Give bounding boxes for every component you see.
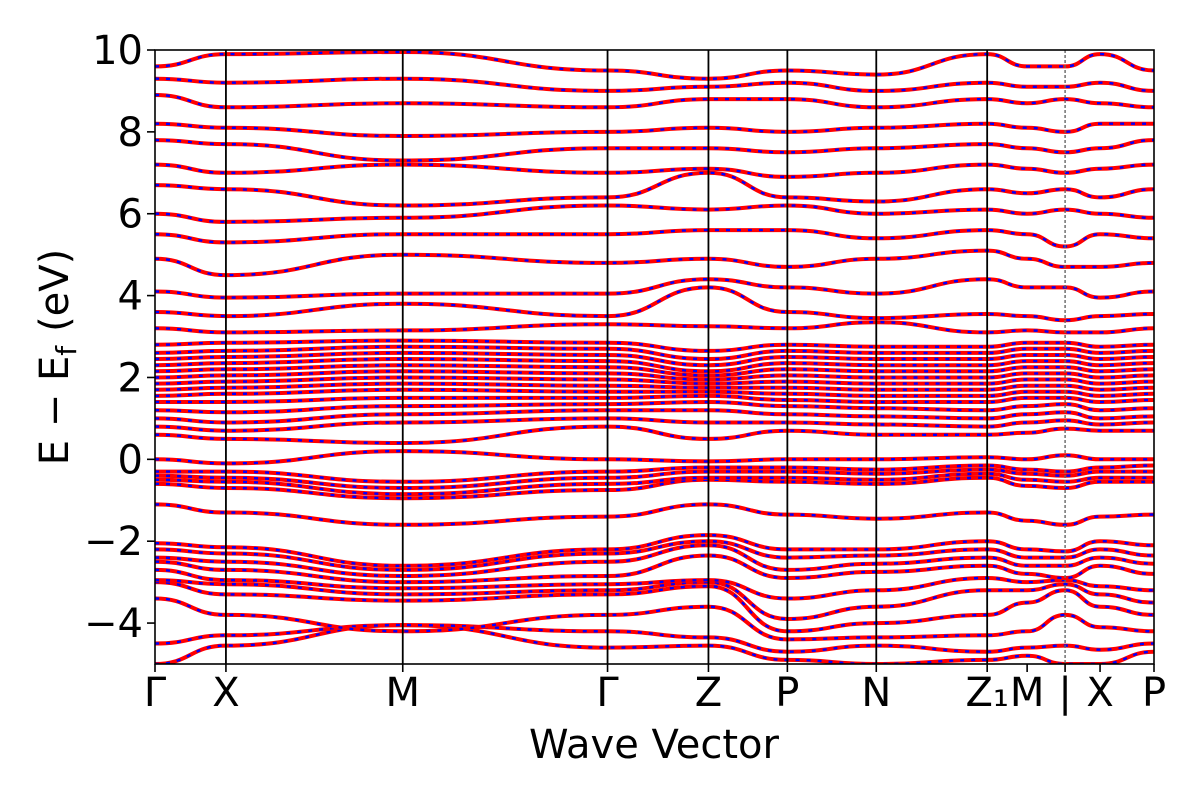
band-line-dashed-42 <box>155 50 1154 80</box>
y-tick-label-3: 4 <box>118 274 143 320</box>
y-tick-label-0: 10 <box>92 28 143 74</box>
band-line-dashed-30 <box>155 320 1154 334</box>
band-line-dashed-16 <box>155 425 1154 445</box>
band-line-dashed-18 <box>155 408 1154 424</box>
y-tick-label-5: 0 <box>118 437 143 483</box>
band-line-dashed-41 <box>155 77 1154 93</box>
x-tick-label-10: X <box>1086 670 1113 716</box>
band-line-dashed-14 <box>155 464 1154 484</box>
band-line-dashed-7 <box>155 544 1154 578</box>
band-line-dashed-27 <box>155 351 1154 367</box>
band-line-dashed-23 <box>155 376 1154 385</box>
band-line-dashed-5 <box>155 568 1154 600</box>
x-tick-label-3: Γ <box>596 670 619 716</box>
band-line-dashed-8 <box>155 539 1154 572</box>
high-symmetry-lines <box>225 50 1066 664</box>
y-axis-title-unit: (eV) <box>32 249 78 332</box>
x-axis-title: Wave Vector <box>529 722 780 768</box>
y-axis-title: E − Ef (eV) <box>32 249 83 466</box>
band-line-dashed-19 <box>155 400 1154 414</box>
x-tick-label-2: M <box>385 670 420 716</box>
x-tick-label-5: P <box>775 670 799 716</box>
x-tick-label-1: X <box>212 670 239 716</box>
band-line-dashed-22 <box>155 382 1154 391</box>
x-tick-label-6: N <box>861 670 891 716</box>
y-tick-label-4: 2 <box>118 355 143 401</box>
band-line-dashed-31 <box>155 286 1154 322</box>
band-line-dashed-38 <box>155 138 1154 162</box>
y-tick-label-6: −2 <box>84 519 143 565</box>
x-axis-ticks: Γ X M Γ Z P N Z₁ M | X P <box>144 664 1166 716</box>
band-line-dashed-34 <box>155 228 1154 248</box>
x-tick-label-0: Γ <box>144 670 167 716</box>
y-axis-title-subscript: f <box>50 345 83 356</box>
band-line-dashed-15 <box>155 449 1154 465</box>
band-line-dashed-13 <box>155 468 1154 490</box>
band-line-dashed-33 <box>155 249 1154 277</box>
band-line-dashed-3 <box>155 580 1154 633</box>
band-line-dashed-28 <box>155 345 1154 361</box>
plot-frame <box>154 49 1155 665</box>
band-line-dashed-40 <box>155 93 1154 109</box>
y-tick-label-7: −4 <box>84 601 143 647</box>
x-tick-label-8: M <box>1010 670 1045 716</box>
y-axis-ticks: 10 8 6 4 2 0 −2 −4 <box>84 28 155 647</box>
x-tick-label-7: Z₁ <box>965 670 1008 716</box>
band-line-dashed-39 <box>155 122 1154 138</box>
band-line-dashed-9 <box>155 533 1154 568</box>
band-line-10 <box>155 502 1154 527</box>
x-tick-label-4: Z <box>695 670 722 716</box>
band-line-dashed-17 <box>155 417 1154 432</box>
band-line-dashed-32 <box>155 277 1154 299</box>
x-tick-label-9: | <box>1058 670 1071 716</box>
band-line-dashed-36 <box>155 171 1154 207</box>
x-tick-label-11: P <box>1142 670 1166 716</box>
band-line-dashed-29 <box>155 339 1154 353</box>
band-line-dashed-35 <box>155 204 1154 224</box>
band-line-dashed-21 <box>155 388 1154 398</box>
band-line-dashed-2 <box>155 597 1154 641</box>
y-axis-title-main: E − E <box>32 356 78 466</box>
band-line-dashed-4 <box>155 578 1154 621</box>
y-tick-label-2: 6 <box>118 192 143 238</box>
band-line-dashed-26 <box>155 357 1154 373</box>
band-line-dashed-25 <box>155 363 1154 377</box>
band-line-dashed-37 <box>155 163 1154 179</box>
y-tick-label-1: 8 <box>118 110 143 156</box>
band-line-dashed-12 <box>155 472 1154 496</box>
band-line-dashed-6 <box>155 554 1154 584</box>
band-line-dashed-11 <box>155 476 1154 500</box>
band-line-dashed-20 <box>155 394 1154 404</box>
bands-layer <box>155 50 1154 664</box>
band-line-dashed-24 <box>155 370 1154 381</box>
